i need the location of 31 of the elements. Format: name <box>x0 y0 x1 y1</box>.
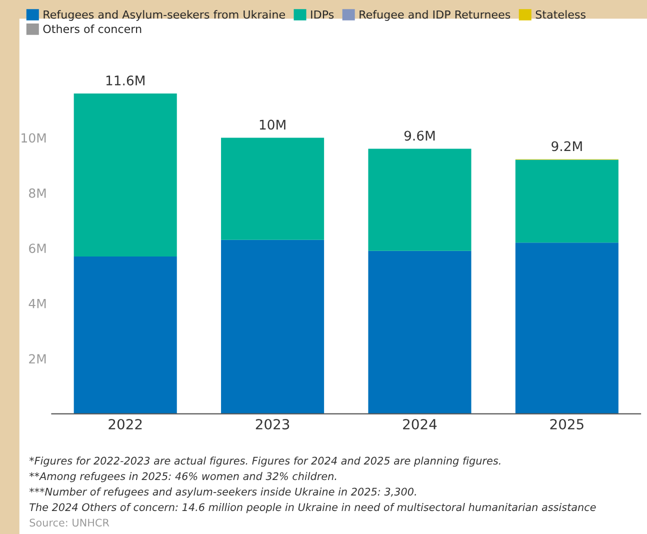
total-label: 9.6M <box>404 130 435 141</box>
bar <box>368 250 472 414</box>
legend-label: Others of concern <box>43 24 142 34</box>
text: The 2024 Others of concern: 14.6 million people in Ukraine in need of multisectoral humanitarian assistance <box>30 503 596 514</box>
text: ***Number of refugees and asylum-seekers inside Ukraine in 2025: 3,300. <box>29 488 416 498</box>
bar <box>221 240 324 414</box>
y-tick-label: 6M <box>29 244 46 254</box>
total-label: 10M <box>260 120 286 130</box>
legend-label: Stateless <box>536 10 586 19</box>
text: **Among refugees in 2025: 46% women and 32% children. <box>29 472 336 482</box>
total-label: 11.6M <box>106 75 144 86</box>
total-label: 9.2M <box>552 141 582 152</box>
legend-label: Refugee and IDP Returnees <box>360 10 510 21</box>
legend-label: Refugees and Asylum-seekers from Ukraine <box>44 10 285 21</box>
legend-label: IDPs <box>311 10 334 19</box>
bar <box>74 94 177 256</box>
y-tick-label: 2M <box>29 354 46 364</box>
y-tick-label: 10M <box>22 133 46 143</box>
bar <box>515 160 618 243</box>
y-tick-label: 4M <box>28 299 46 308</box>
x-tick-label: 2022 <box>108 418 142 430</box>
bar <box>221 138 324 240</box>
bar <box>368 148 472 251</box>
y-tick-label: 8M <box>29 188 46 198</box>
bar <box>74 256 177 414</box>
x-tick-label: 2023 <box>256 418 290 430</box>
text: *Figures for 2022-2023 are actual figures. Figures for 2024 and 2025 are planning figures. <box>29 456 500 467</box>
source-note: Source: UNHCR <box>30 518 110 527</box>
x-tick-label: 2025 <box>550 418 584 430</box>
x-tick-label: 2024 <box>403 418 437 430</box>
bar <box>515 242 618 414</box>
